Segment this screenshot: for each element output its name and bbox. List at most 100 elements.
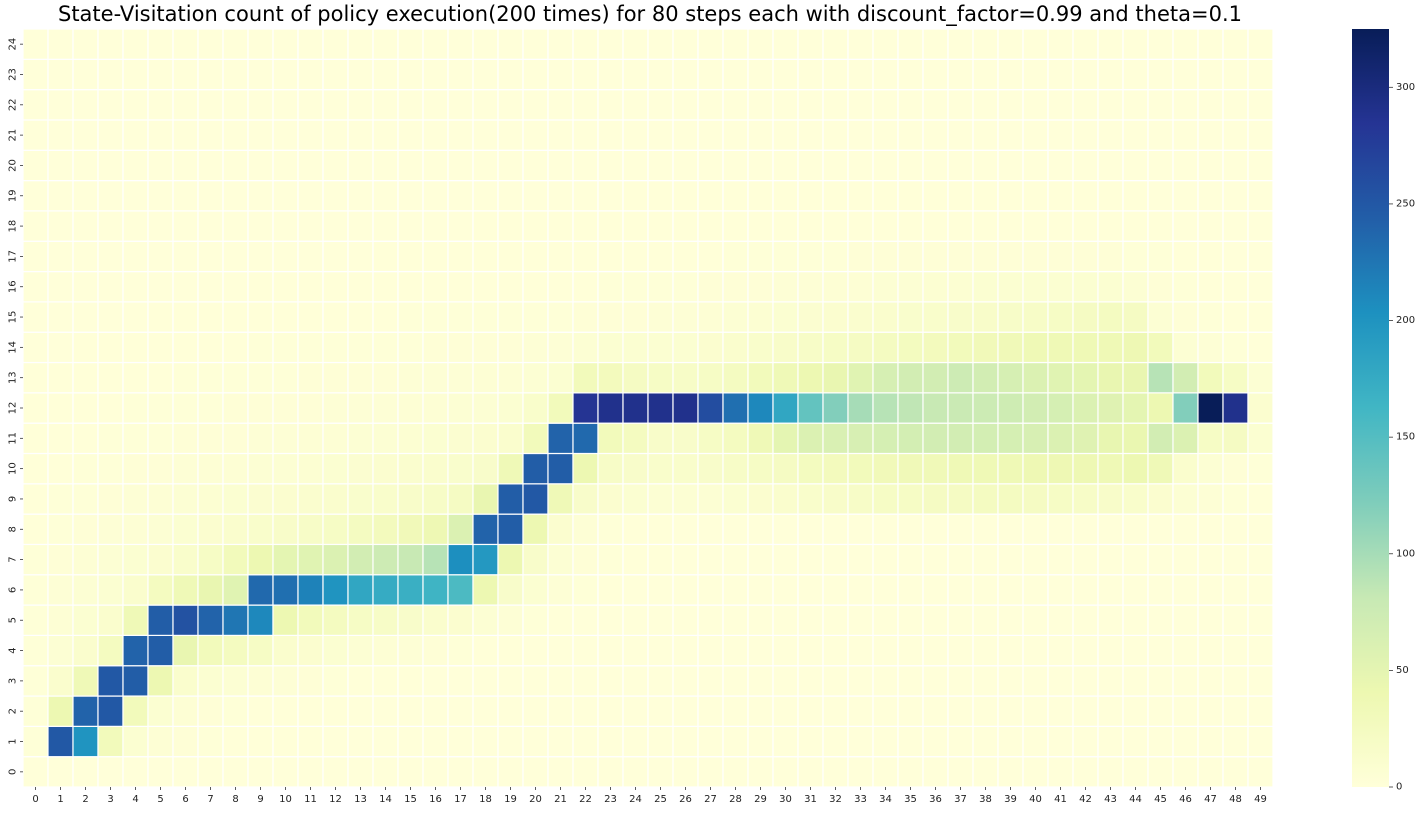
heatmap-cell	[372, 483, 399, 515]
heatmap-cell	[47, 725, 74, 758]
heatmap-cell	[872, 240, 899, 273]
heatmap-cell	[1147, 210, 1174, 242]
x-tick-label: 23	[604, 794, 617, 805]
heatmap-cell	[197, 270, 224, 303]
heatmap-cell	[822, 331, 849, 364]
heatmap-cell	[472, 119, 499, 151]
heatmap-cell	[997, 452, 1024, 485]
heatmap-cell	[1172, 28, 1199, 60]
heatmap-cell	[272, 422, 299, 455]
heatmap-cell	[822, 149, 849, 182]
heatmap-cell	[97, 119, 124, 151]
heatmap-cell	[947, 58, 974, 91]
heatmap-cell	[722, 270, 749, 303]
heatmap-cell	[122, 634, 149, 667]
heatmap-cell	[122, 210, 149, 242]
heatmap-cell	[197, 513, 224, 546]
heatmap-cell	[672, 180, 699, 212]
heatmap-cell	[522, 301, 549, 333]
heatmap-cell	[1122, 574, 1149, 606]
heatmap-cell	[322, 240, 349, 273]
heatmap-cell	[822, 695, 849, 727]
heatmap-cell	[47, 240, 74, 273]
heatmap-cell	[1072, 422, 1099, 455]
heatmap-cell	[1022, 210, 1049, 242]
heatmap-cell	[597, 180, 624, 212]
heatmap-cell	[547, 513, 574, 546]
heatmap-cell	[722, 422, 749, 455]
heatmap-cell	[722, 574, 749, 606]
heatmap-cell	[897, 574, 924, 606]
x-tick-label: 29	[754, 794, 767, 805]
heatmap-cell	[197, 28, 224, 60]
heatmap-cell	[597, 240, 624, 273]
heatmap-cells	[22, 28, 1274, 788]
heatmap-cell	[672, 452, 699, 485]
heatmap-cell	[47, 149, 74, 182]
heatmap-cell	[847, 422, 874, 455]
heatmap-cell	[972, 452, 999, 485]
heatmap-cell	[872, 725, 899, 758]
heatmap-cell	[147, 756, 174, 788]
heatmap-cell	[897, 210, 924, 242]
heatmap-cell	[172, 634, 199, 667]
heatmap-cell	[722, 756, 749, 788]
heatmap-cell	[1147, 604, 1174, 637]
heatmap-cell	[97, 634, 124, 667]
heatmap-cell	[222, 301, 249, 333]
heatmap-cell	[1097, 574, 1124, 606]
x-tick-label: 43	[1104, 794, 1117, 805]
heatmap-cell	[1022, 695, 1049, 727]
heatmap-cell	[1022, 452, 1049, 485]
heatmap-cell	[447, 301, 474, 333]
heatmap-cell	[47, 665, 74, 697]
heatmap-cell	[947, 756, 974, 788]
heatmap-cell	[1047, 422, 1074, 455]
heatmap-cell	[1022, 89, 1049, 121]
heatmap-cell	[922, 28, 949, 60]
heatmap-cell	[622, 89, 649, 121]
x-tick-label: 33	[854, 794, 867, 805]
heatmap-cell	[422, 604, 449, 637]
heatmap-cell	[297, 725, 324, 758]
heatmap-cell	[597, 452, 624, 485]
heatmap-cell	[897, 725, 924, 758]
heatmap-cell	[822, 28, 849, 60]
heatmap-cell	[47, 483, 74, 515]
heatmap-cell	[447, 452, 474, 485]
heatmap-cell	[147, 574, 174, 606]
heatmap-cell	[947, 695, 974, 727]
heatmap-cell	[747, 270, 774, 303]
heatmap-cell	[672, 665, 699, 697]
heatmap-cell	[972, 119, 999, 151]
heatmap-cell	[472, 180, 499, 212]
heatmap-cell	[247, 604, 274, 637]
heatmap-cell	[147, 240, 174, 273]
heatmap-cell	[947, 634, 974, 667]
heatmap-cell	[1247, 422, 1274, 455]
heatmap-cell	[572, 119, 599, 151]
heatmap-cell	[647, 452, 674, 485]
heatmap-cell	[772, 58, 799, 91]
heatmap-cell	[797, 695, 824, 727]
heatmap-cell	[397, 149, 424, 182]
x-tick-label: 30	[779, 794, 792, 805]
heatmap-cell	[897, 513, 924, 546]
heatmap-cell	[397, 361, 424, 394]
heatmap-cell	[22, 695, 49, 727]
heatmap-cell	[572, 483, 599, 515]
heatmap-cell	[872, 180, 899, 212]
heatmap-cell	[747, 149, 774, 182]
heatmap-cell	[822, 513, 849, 546]
heatmap-cell	[1147, 89, 1174, 121]
heatmap-cell	[572, 180, 599, 212]
heatmap-cell	[1172, 543, 1199, 576]
heatmap-cell	[647, 392, 674, 424]
heatmap-cell	[497, 756, 524, 788]
heatmap-cell	[447, 483, 474, 515]
heatmap-cell	[122, 149, 149, 182]
heatmap-cell	[772, 331, 799, 364]
heatmap-cell	[397, 28, 424, 60]
heatmap-cell	[72, 361, 99, 394]
heatmap-cell	[422, 422, 449, 455]
